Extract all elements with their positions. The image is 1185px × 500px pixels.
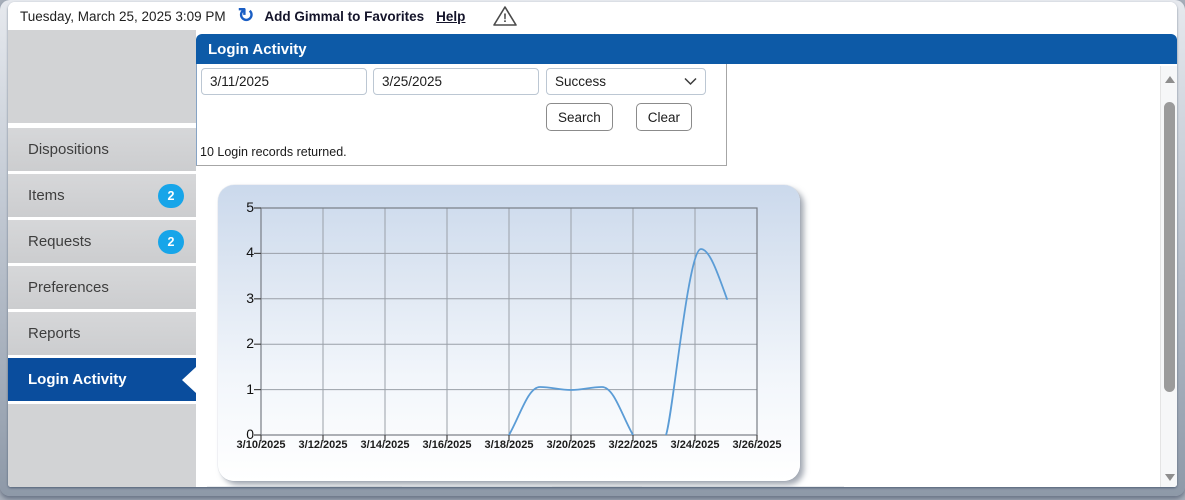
y-tick-label: 2: [246, 335, 254, 351]
y-tick-label: 5: [246, 199, 254, 215]
window-content: Tuesday, March 25, 2025 3:09 PM ↻ Add Gi…: [8, 2, 1177, 487]
requests-count-badge: 2: [158, 229, 184, 254]
sidebar-item-items[interactable]: Items 2: [8, 174, 196, 217]
x-tick-label: 3/26/2025: [732, 439, 782, 451]
column-header-login-date[interactable]: Login Date: [402, 486, 552, 487]
sidebar-item-label: Requests: [28, 233, 92, 250]
results-table-header: Item Description Username Login Date Log…: [207, 486, 1177, 487]
scroll-up-arrow-icon[interactable]: [1165, 76, 1175, 83]
sidebar-item-label: Dispositions: [28, 141, 109, 158]
column-header-login-result[interactable]: Login Result: [552, 486, 642, 487]
sidebar-header-block: [8, 30, 196, 123]
content-panel: Login Activity Success: [196, 30, 1177, 487]
end-date-input[interactable]: [373, 68, 539, 95]
sidebar-item-preferences[interactable]: Preferences: [8, 266, 196, 309]
login-series-line: [508, 248, 728, 435]
x-tick-label: 3/20/2025: [546, 439, 596, 451]
login-activity-chart: 5 4 3 2 1 0 3/10/2025 3/12/2025 3/14/202…: [218, 185, 800, 481]
selected-result-value: Success: [555, 74, 607, 89]
column-header-item-description[interactable]: Item Description: [207, 486, 330, 487]
sidebar-filler: [8, 404, 196, 487]
x-tick-label: 3/24/2025: [670, 439, 720, 451]
sidebar-item-dispositions[interactable]: Dispositions: [8, 128, 196, 171]
y-tick-label: 4: [246, 244, 254, 260]
top-bar: Tuesday, March 25, 2025 3:09 PM ↻ Add Gi…: [8, 2, 1177, 30]
y-tick-label: 3: [246, 290, 254, 306]
search-button[interactable]: Search: [546, 103, 613, 131]
x-tick-label: 3/14/2025: [360, 439, 410, 451]
y-tick-label: 1: [246, 381, 254, 397]
warning-icon: !: [491, 4, 519, 28]
sidebar-item-label: Items: [28, 187, 65, 204]
x-tick-label: 3/12/2025: [298, 439, 348, 451]
records-returned-message: 10 Login records returned.: [200, 145, 347, 159]
x-tick-label: 3/10/2025: [236, 439, 286, 451]
help-link[interactable]: Help: [436, 8, 466, 24]
sidebar: Dispositions Items 2 Requests 2 Preferen…: [8, 30, 196, 487]
current-datetime: Tuesday, March 25, 2025 3:09 PM: [20, 8, 226, 24]
x-tick-label: 3/18/2025: [484, 439, 534, 451]
add-to-favorites-link[interactable]: Add Gimmal to Favorites: [264, 8, 425, 24]
filter-inputs-row: Success: [197, 64, 726, 97]
items-count-badge: 2: [158, 183, 184, 208]
sidebar-item-label: Preferences: [28, 279, 109, 296]
vertical-scrollbar[interactable]: [1160, 66, 1177, 487]
column-header-ip-address[interactable]: IP Address: [642, 486, 844, 487]
scroll-down-arrow-icon[interactable]: [1165, 474, 1175, 481]
main-area: Dispositions Items 2 Requests 2 Preferen…: [8, 30, 1177, 487]
scrollbar-thumb[interactable]: [1164, 102, 1175, 392]
login-result-select[interactable]: Success: [546, 68, 706, 95]
filter-buttons-row: Search Clear: [197, 97, 726, 135]
filter-panel: Success Search Clear 10 Login records re…: [196, 64, 727, 166]
x-tick-label: 3/16/2025: [422, 439, 472, 451]
chart-canvas: [254, 207, 758, 441]
svg-text:!: !: [503, 11, 507, 25]
panel-header: Login Activity: [196, 34, 1177, 64]
column-header-username[interactable]: Username: [330, 486, 402, 487]
sidebar-item-login-activity[interactable]: Login Activity: [8, 358, 196, 401]
start-date-input[interactable]: [201, 68, 367, 95]
chevron-down-icon: [684, 73, 697, 91]
sidebar-item-reports[interactable]: Reports: [8, 312, 196, 355]
sidebar-item-requests[interactable]: Requests 2: [8, 220, 196, 263]
clear-button[interactable]: Clear: [635, 103, 693, 131]
selected-item-arrow-icon: [182, 366, 196, 393]
page-title: Login Activity: [208, 40, 307, 58]
x-tick-label: 3/22/2025: [608, 439, 658, 451]
refresh-icon[interactable]: ↻: [237, 5, 255, 27]
y-tick-label: 0: [246, 426, 254, 442]
sidebar-item-label: Login Activity: [28, 371, 127, 388]
sidebar-item-label: Reports: [28, 325, 81, 342]
